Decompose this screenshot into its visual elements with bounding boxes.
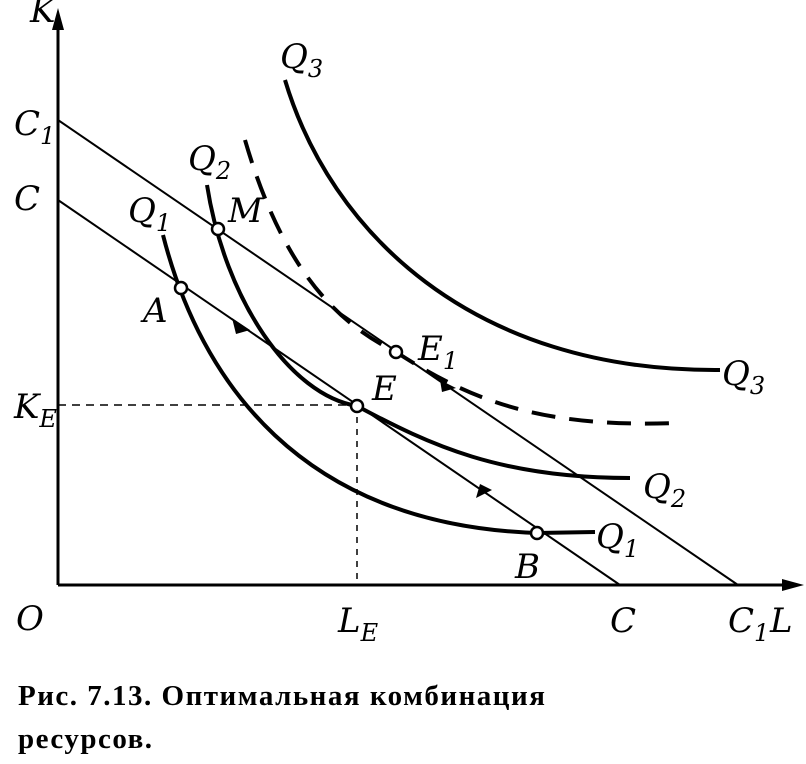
arrow [232, 318, 250, 334]
label-text: E [371, 369, 397, 409]
label: C [14, 179, 40, 219]
label: Q3 [722, 354, 765, 400]
arrow [440, 380, 456, 392]
label-text: C [14, 179, 40, 219]
label-text: Q [722, 354, 750, 394]
label-text: M [227, 191, 264, 231]
arrow [476, 484, 492, 498]
label: KE [13, 387, 57, 433]
isoquant-dashed [243, 139, 676, 426]
label-text: A [140, 291, 168, 331]
arrow [782, 579, 804, 591]
label-text: K [13, 387, 42, 427]
label-text: E [417, 329, 443, 369]
label: K [29, 0, 58, 31]
isoquant-q3 [283, 79, 721, 373]
label: Q2 [188, 139, 231, 185]
label-text: B [514, 547, 540, 587]
label-text: L [769, 601, 793, 641]
label: E [371, 369, 397, 409]
label-text: L [337, 601, 361, 641]
label-text: Q [643, 467, 671, 507]
caption: Рис. 7.13. Оптимальная комбинация [18, 680, 546, 712]
label-subscript: 3 [750, 372, 765, 400]
direction-arrows [232, 318, 492, 498]
label-subscript: E [38, 405, 57, 433]
label-subscript: 1 [443, 347, 458, 375]
label-subscript: E [360, 619, 379, 647]
label: O [16, 599, 44, 639]
label: Q1 [128, 191, 171, 237]
label-text: Q [188, 139, 216, 179]
point [388, 344, 404, 360]
label-text: K [29, 0, 58, 31]
label: L [769, 601, 793, 641]
label-text: Q [280, 37, 308, 77]
label: C1 [728, 601, 769, 647]
label-text: C [14, 104, 40, 144]
label-text: C [728, 601, 754, 641]
label: LE [337, 601, 379, 647]
label-subscript: 2 [670, 485, 686, 513]
label: A [140, 291, 168, 331]
label-text: C [610, 601, 636, 641]
label-subscript: 2 [215, 157, 231, 185]
label: E1 [417, 329, 458, 375]
label-subscript: 1 [40, 122, 55, 150]
label: Q3 [280, 37, 323, 83]
label: C1 [14, 104, 55, 150]
arrow [52, 8, 64, 30]
isoquant-q1 [161, 234, 596, 536]
curves [57, 79, 739, 586]
label-subscript: 1 [156, 209, 171, 237]
label-subscript: 1 [754, 619, 769, 647]
axes [52, 8, 804, 591]
label-text: O [16, 599, 44, 639]
label-subscript: 3 [308, 55, 323, 83]
budget-line-c [57, 199, 621, 586]
label: Q2 [643, 467, 686, 513]
label: M [227, 191, 264, 231]
label: C [610, 601, 636, 641]
point [210, 221, 226, 237]
label-text: Q [596, 517, 624, 557]
label: B [514, 547, 540, 587]
caption: ресурсов. [18, 723, 154, 755]
label-subscript: 1 [624, 535, 639, 563]
label: Q1 [596, 517, 639, 563]
label-text: Q [128, 191, 156, 231]
point [529, 525, 545, 541]
points [173, 221, 545, 541]
point [173, 280, 189, 296]
point [349, 398, 365, 414]
